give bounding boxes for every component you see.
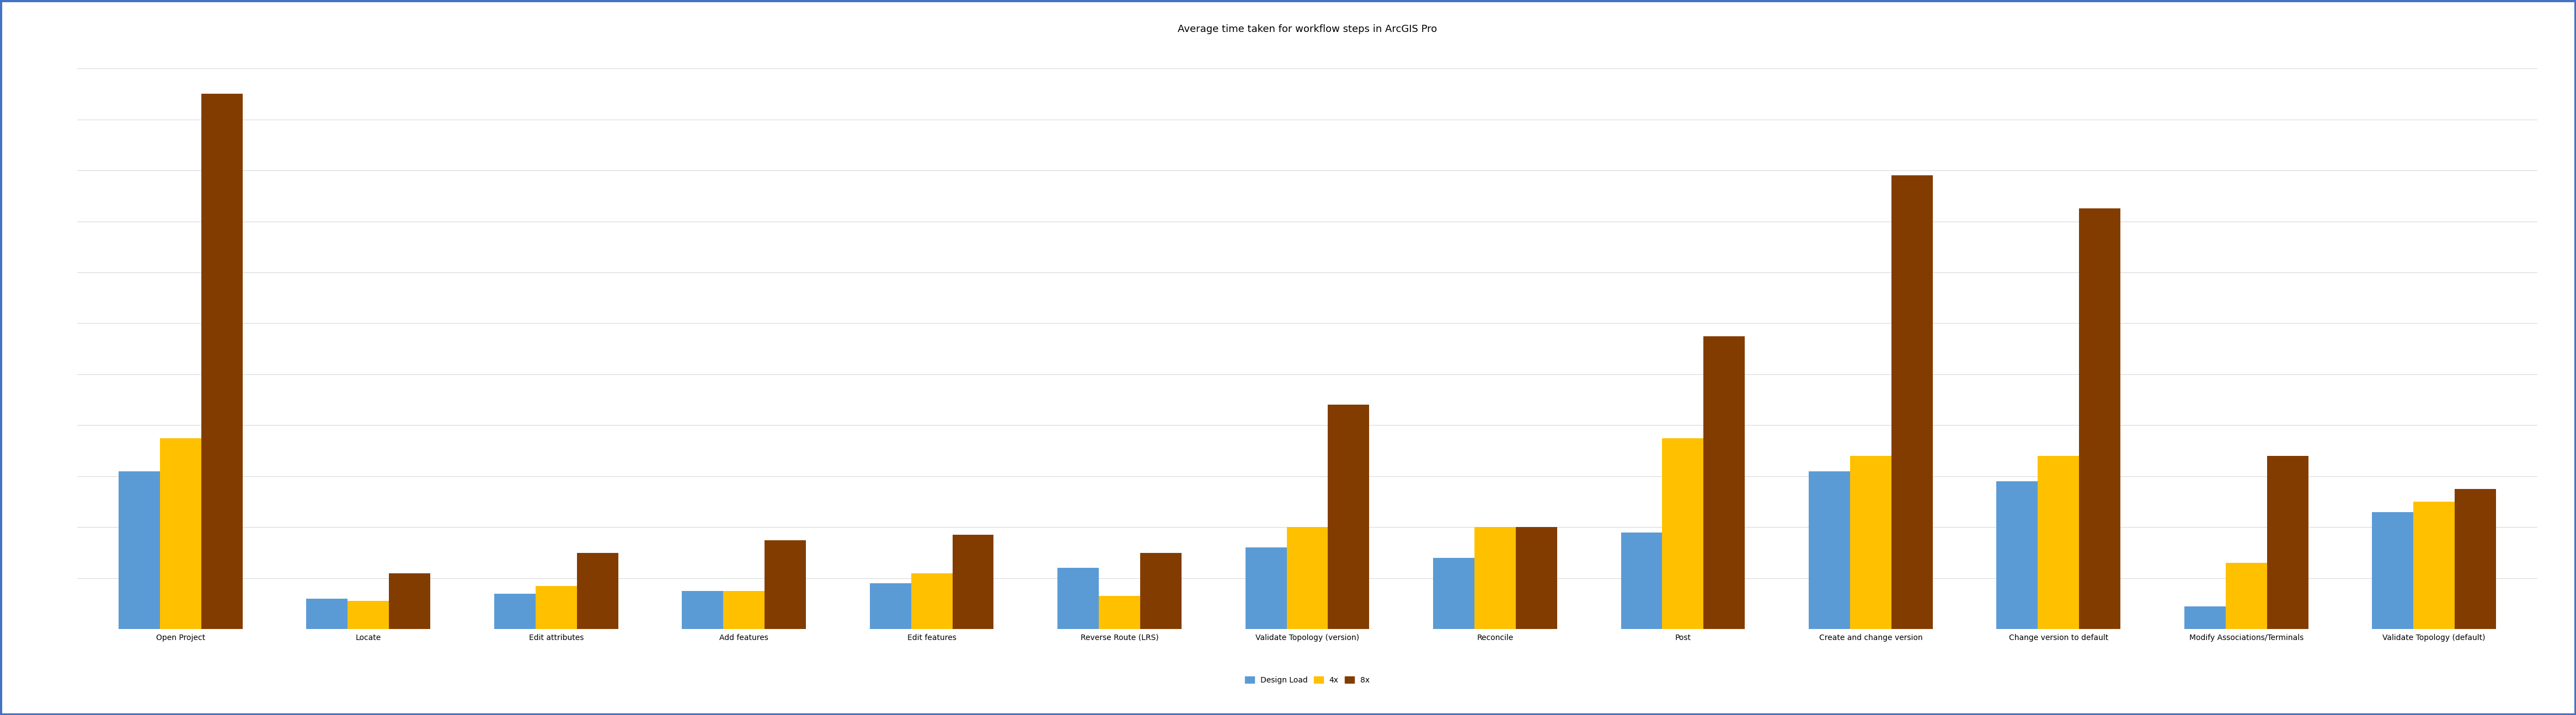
Bar <box>1891 175 1932 629</box>
Bar <box>1703 336 1744 629</box>
Bar <box>1141 553 1182 629</box>
Bar <box>118 471 160 629</box>
Bar <box>2414 502 2455 629</box>
Bar <box>160 438 201 629</box>
Bar <box>1996 481 2038 629</box>
Bar <box>953 535 994 629</box>
Bar <box>2184 606 2226 629</box>
Bar <box>577 553 618 629</box>
Bar <box>1329 405 1370 629</box>
Bar <box>1662 438 1703 629</box>
Bar <box>1100 596 1141 629</box>
Bar <box>1620 533 1662 629</box>
Bar <box>2038 456 2079 629</box>
Bar <box>724 591 765 629</box>
Bar <box>1285 527 1329 629</box>
Bar <box>912 573 953 629</box>
Bar <box>683 591 724 629</box>
Bar <box>495 593 536 629</box>
Bar <box>201 94 242 629</box>
Bar <box>1432 558 1473 629</box>
Title: Average time taken for workflow steps in ArcGIS Pro: Average time taken for workflow steps in… <box>1177 24 1437 34</box>
Bar <box>2267 456 2308 629</box>
Bar <box>2226 563 2267 629</box>
Bar <box>871 583 912 629</box>
Legend: Design Load, 4x, 8x: Design Load, 4x, 8x <box>1242 673 1373 687</box>
Bar <box>2079 209 2120 629</box>
Bar <box>348 601 389 629</box>
Bar <box>307 598 348 629</box>
Bar <box>1244 548 1285 629</box>
Bar <box>1850 456 1891 629</box>
Bar <box>389 573 430 629</box>
Bar <box>2372 512 2414 629</box>
Bar <box>765 540 806 629</box>
Bar <box>1473 527 1515 629</box>
Bar <box>1808 471 1850 629</box>
Bar <box>1515 527 1556 629</box>
Bar <box>2455 489 2496 629</box>
Bar <box>1059 568 1100 629</box>
Bar <box>536 586 577 629</box>
